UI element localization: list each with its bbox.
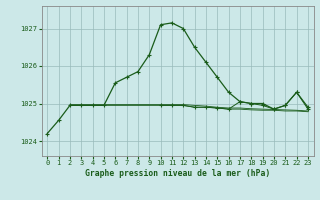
X-axis label: Graphe pression niveau de la mer (hPa): Graphe pression niveau de la mer (hPa)	[85, 169, 270, 178]
